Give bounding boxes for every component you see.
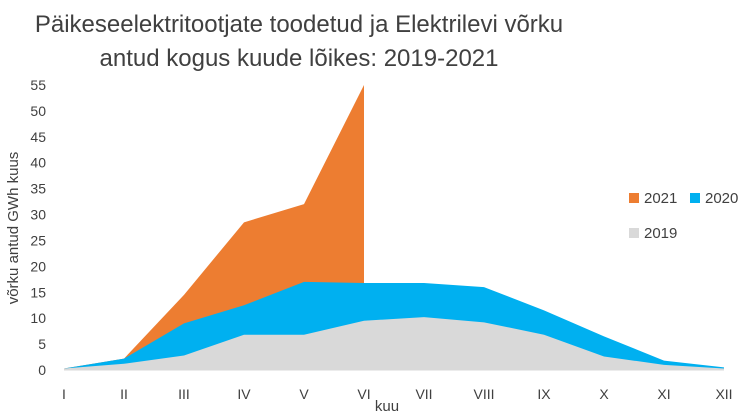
y-tick-label: 30 [30,207,46,223]
x-tick-label: VIII [473,386,494,402]
legend: 2021 2020 2019 [629,190,738,242]
y-tick-label: 45 [30,129,46,145]
legend-label-2021: 2021 [644,190,677,207]
legend-label-2019: 2019 [644,225,677,242]
x-tick-label: V [299,386,309,402]
x-tick-label: XII [715,386,732,402]
legend-swatch-2020 [690,193,700,203]
x-tick-label: VI [357,386,370,402]
chart-title-line-2: antud kogus kuude lõikes: 2019-2021 [100,45,499,72]
x-tick-label: IV [237,386,251,402]
x-tick-label: IX [537,386,551,402]
y-tick-label: 20 [30,258,46,274]
x-tick-label: II [120,386,128,402]
x-axis-label: kuu [375,398,399,415]
x-tick-label: XI [657,386,670,402]
y-tick-label: 15 [30,284,46,300]
x-tick-label: VII [415,386,432,402]
legend-swatch-2019 [629,228,639,238]
x-tick-label: I [62,386,66,402]
y-tick-label: 50 [30,103,46,119]
y-tick-label: 40 [30,155,46,171]
y-tick-label: 5 [38,336,46,352]
area-series-group [64,85,724,370]
y-axis-label: võrku antud GWh kuus [5,152,22,305]
y-tick-label: 55 [30,77,46,93]
x-tick-label: III [178,386,190,402]
area-series-2019 [64,317,724,370]
y-tick-label: 25 [30,232,46,248]
legend-label-2020: 2020 [705,190,738,207]
y-tick-label: 35 [30,181,46,197]
y-axis-ticks: 0 5 10 15 20 25 30 35 40 45 50 55 [30,77,46,378]
legend-swatch-2021 [629,193,639,203]
x-tick-label: X [599,386,609,402]
y-tick-label: 0 [38,362,46,378]
chart-title-line-1: Päikeseelektritootjate toodetud ja Elekt… [35,11,563,38]
y-tick-label: 10 [30,310,46,326]
x-axis-ticks: I II III IV V VI VII VIII IX X XI XII [62,386,733,402]
